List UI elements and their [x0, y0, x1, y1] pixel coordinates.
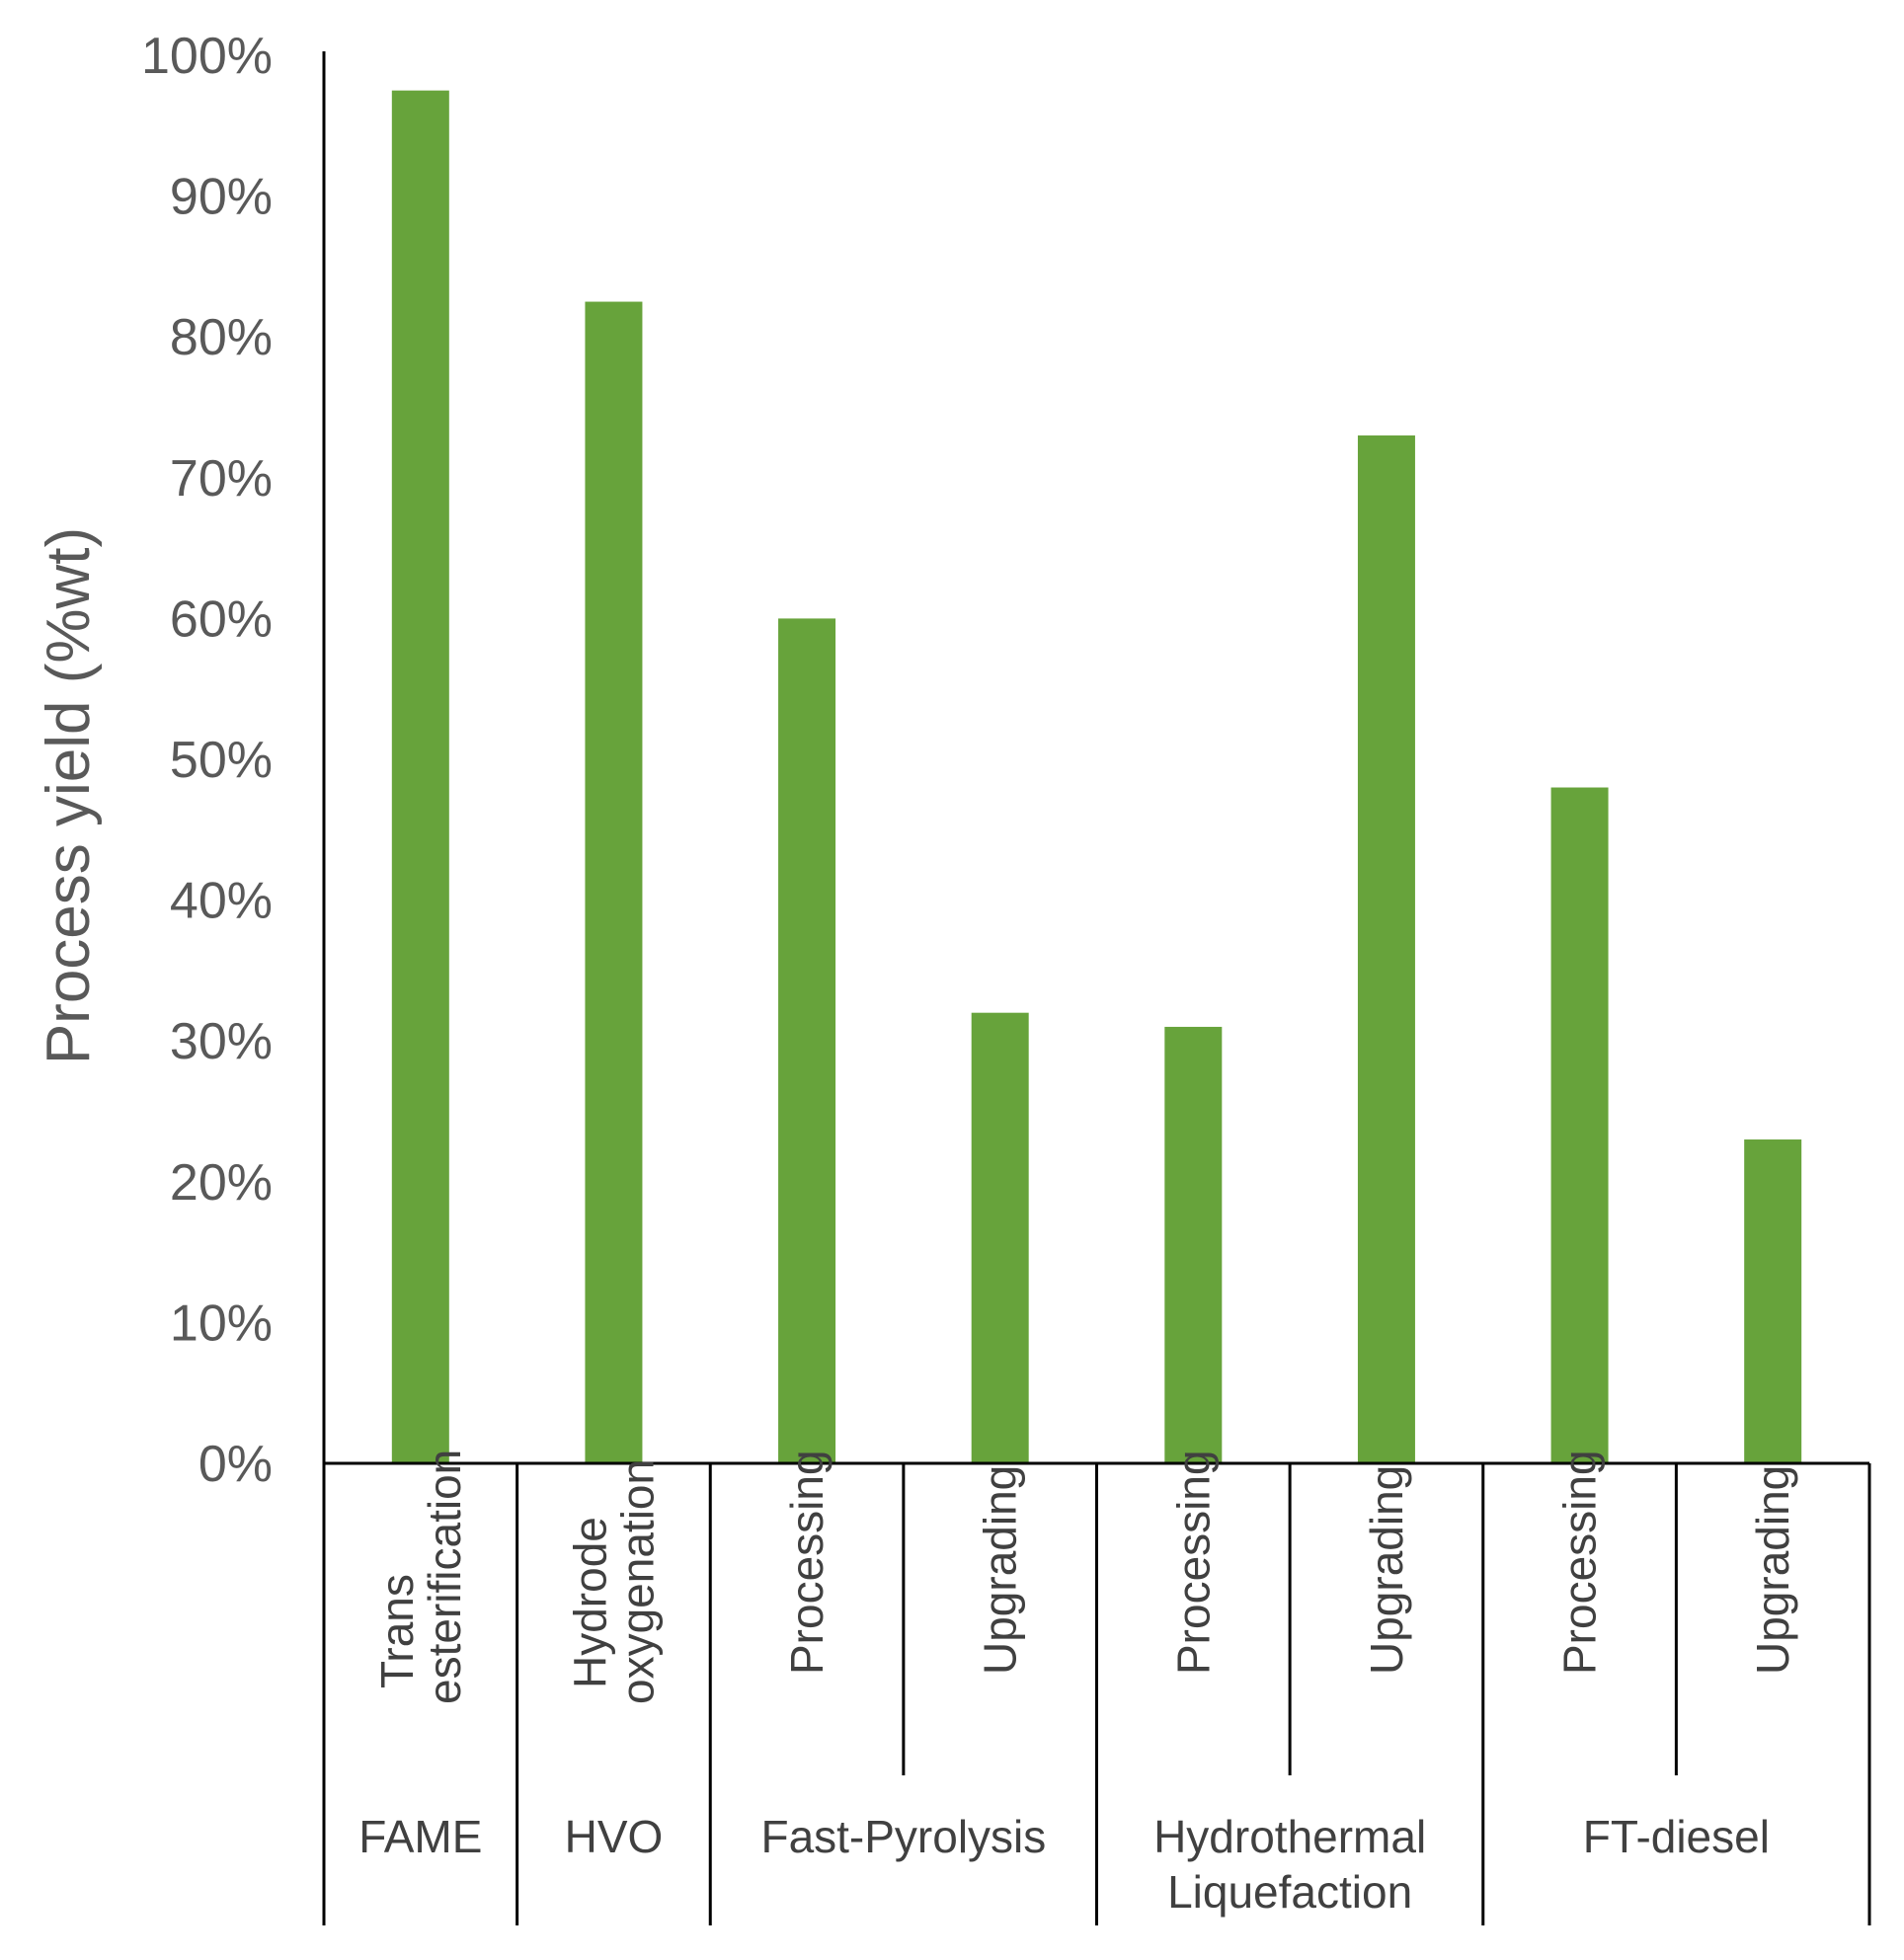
category-label: Upgrading [1361, 1465, 1412, 1675]
category-label: Trans [371, 1574, 423, 1688]
group-label: FAME [358, 1811, 482, 1862]
category-label: esterification [419, 1450, 470, 1704]
group-label: Hydrothermal [1153, 1811, 1426, 1862]
category-label: oxygenation [611, 1459, 663, 1704]
bars [391, 90, 1802, 1463]
category-label: Processing [1167, 1450, 1219, 1675]
group-label: HVO [565, 1811, 664, 1862]
y-axis-label: Process yield (%wt) [35, 527, 103, 1064]
category-label: Hydrode [564, 1517, 615, 1688]
y-tick-label: 10% [170, 1294, 273, 1352]
y-tick-label: 40% [170, 873, 273, 930]
category-label: Processing [1554, 1450, 1606, 1675]
y-tick-label: 0% [198, 1436, 273, 1493]
bar [391, 90, 449, 1463]
y-tick-label: 60% [170, 590, 273, 648]
axes [322, 51, 1871, 1925]
bar [585, 301, 643, 1463]
group-label: FT-diesel [1583, 1811, 1770, 1862]
y-tick-label: 90% [170, 169, 273, 226]
y-axis-label-group: Process yield (%wt) [35, 527, 103, 1064]
bar [778, 618, 836, 1463]
bar [971, 1012, 1029, 1463]
group-labels: FAME HVO Fast-Pyrolysis HydrothermalLiquefa… [358, 1811, 1770, 1918]
group-label: Liquefaction [1167, 1866, 1412, 1918]
y-tick-label: 30% [170, 1013, 273, 1070]
group-label: Fast-Pyrolysis [760, 1811, 1046, 1862]
bar [1744, 1139, 1802, 1463]
y-tick-label: 80% [170, 309, 273, 366]
y-tick-label: 20% [170, 1154, 273, 1212]
category-label: Upgrading [975, 1465, 1026, 1675]
category-label: Upgrading [1747, 1465, 1798, 1675]
y-tick-label: 50% [170, 732, 273, 789]
bar [1357, 435, 1415, 1463]
category-label: Processing [781, 1450, 833, 1675]
y-tick-labels: 0% 10% 20% 30% 40% 50% 60% 70% 80% 90% 100% [141, 28, 273, 1493]
bar [1164, 1026, 1223, 1463]
bar [1550, 787, 1609, 1463]
y-tick-label: 100% [141, 28, 273, 85]
y-tick-label: 70% [170, 450, 273, 508]
